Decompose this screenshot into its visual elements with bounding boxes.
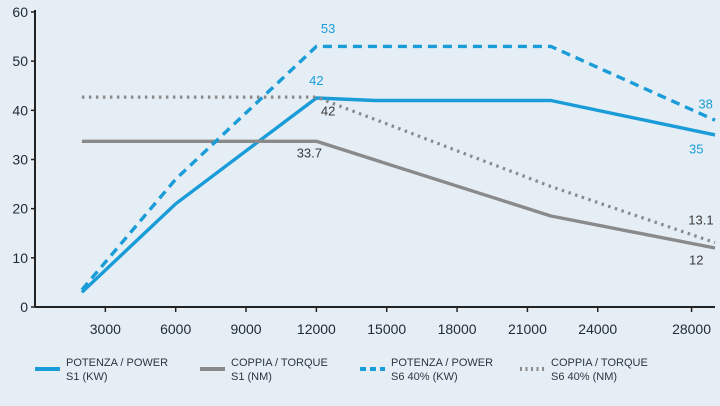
- legend-label-line1: POTENZA / POWER: [66, 357, 168, 369]
- data-label: 38: [698, 96, 712, 111]
- x-tick-label: 6000: [160, 321, 191, 337]
- x-tick-label: 24000: [578, 321, 617, 337]
- x-tick-label: 3000: [90, 321, 121, 337]
- x-tick-label: 9000: [230, 321, 261, 337]
- legend-label-line1: COPPIA / TORQUE: [551, 357, 648, 369]
- legend-label-line2: S6 40% (NM): [551, 371, 617, 383]
- legend-label-line2: S1 (NM): [231, 371, 272, 383]
- data-label: 12: [689, 253, 703, 268]
- y-tick-label: 20: [12, 201, 28, 217]
- legend-label-line2: S1 (KW): [66, 371, 108, 383]
- series-line-power_s1: [80, 96, 716, 294]
- data-label: 33.7: [297, 146, 322, 161]
- x-tick-label: 15000: [367, 321, 406, 337]
- x-tick-label: 21000: [508, 321, 547, 337]
- data-label: 53: [321, 21, 335, 36]
- data-label: 35: [689, 142, 703, 157]
- series-line-torque_s6: [81, 95, 716, 245]
- x-tick-label: 18000: [438, 321, 477, 337]
- y-tick-label: 10: [12, 250, 28, 266]
- y-tick-label: 0: [20, 299, 28, 315]
- y-tick-label: 50: [12, 53, 28, 69]
- x-tick-label: 28000: [672, 321, 711, 337]
- data-label: 42: [321, 104, 335, 119]
- legend-label-line1: POTENZA / POWER: [391, 357, 493, 369]
- y-tick-label: 40: [12, 102, 28, 118]
- legend-label-line1: COPPIA / TORQUE: [231, 357, 328, 369]
- x-tick-label: 12000: [297, 321, 336, 337]
- legend-label-line2: S6 40% (KW): [391, 371, 458, 383]
- series-line-torque_s1: [81, 139, 716, 250]
- y-tick-label: 60: [12, 4, 28, 20]
- data-label: 42: [309, 73, 323, 88]
- series-line-power_s6: [80, 44, 716, 291]
- y-tick-label: 30: [12, 152, 28, 168]
- data-label: 13.1: [688, 212, 713, 227]
